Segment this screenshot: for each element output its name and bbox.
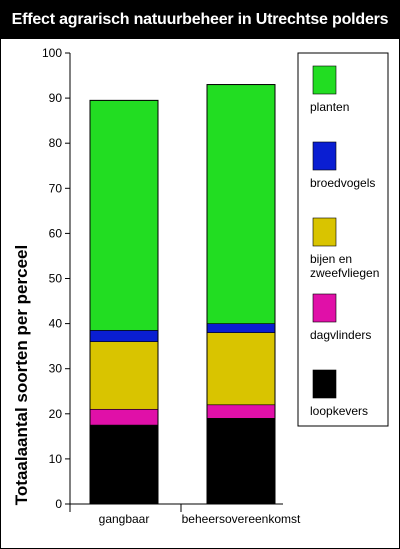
y-tick-label: 20 [49, 407, 63, 421]
y-tick-label: 40 [49, 317, 63, 331]
legend-swatch-bijen_en_zweefvliegen [312, 217, 337, 247]
bar-segment-bijen_en_zweefvliegen [206, 332, 276, 406]
y-tick-label: 80 [49, 136, 63, 150]
x-tick-label: gangbaar [99, 512, 150, 526]
legend-swatch-loopkevers [312, 369, 337, 399]
bar-segment-planten [89, 100, 159, 331]
y-tick-label: 0 [55, 497, 62, 511]
bar-outline [89, 99, 159, 505]
legend-label: loopkevers [310, 404, 368, 418]
legend-swatch-broedvogels [312, 141, 337, 171]
y-tick-label: 100 [42, 46, 62, 60]
bar-segment-loopkevers [89, 424, 159, 505]
bar-segment-dagvlinders [89, 408, 159, 426]
bar-segment-bijen_en_zweefvliegen [89, 341, 159, 410]
y-tick-label: 50 [49, 272, 63, 286]
bar-outline [206, 84, 276, 505]
y-axis-label: Totaalaantal soorten per perceel [12, 245, 31, 505]
y-tick-label: 30 [49, 362, 63, 376]
plot-area: 0 10 20 30 40 50 60 70 80 90 100 gangbaar beheersove… [42, 46, 301, 526]
bar-segment-loopkevers [206, 418, 276, 505]
bar-segment-dagvlinders [206, 404, 276, 419]
y-tick-label: 90 [49, 91, 63, 105]
chart-title: Effect agrarisch natuurbeheer in Utrecht… [1, 1, 399, 39]
bar-segment-broedvogels [89, 330, 159, 342]
bar-segment-planten [206, 84, 276, 324]
legend-label: zweefvliegen [310, 266, 379, 280]
y-tick-label: 10 [49, 452, 63, 466]
legend-label: dagvlinders [310, 328, 371, 342]
y-tick-label: 60 [49, 226, 63, 240]
legend-swatch-dagvlinders [312, 293, 337, 323]
legend-swatch-planten [312, 65, 337, 95]
x-tick-label: beheersovereenkomst [182, 512, 301, 526]
legend-label: broedvogels [310, 176, 375, 190]
legend-label: bijen en [310, 252, 352, 266]
legend-label: planten [310, 100, 349, 114]
y-tick-label: 70 [49, 181, 63, 195]
bar-segment-broedvogels [206, 323, 276, 333]
